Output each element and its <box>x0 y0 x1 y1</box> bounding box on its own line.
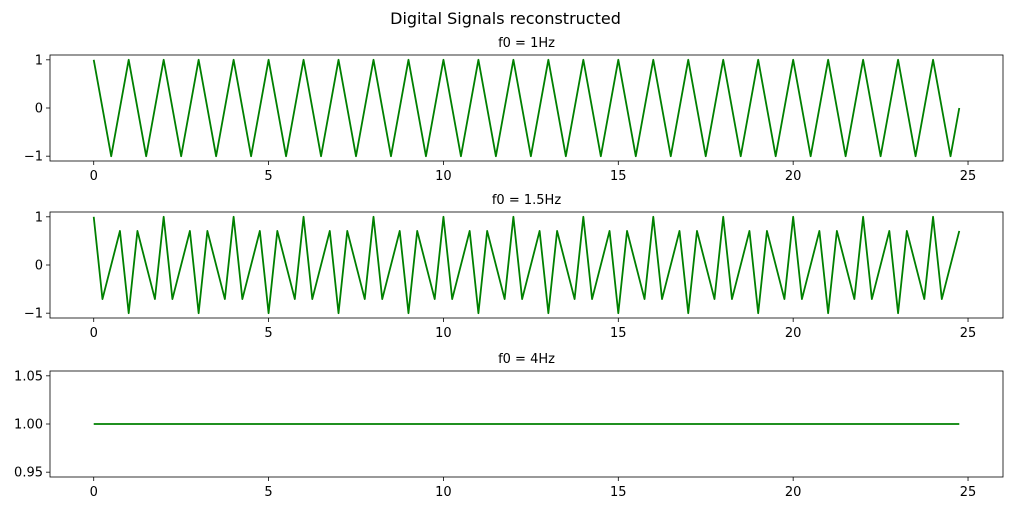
x-tick-label: 15 <box>610 485 627 500</box>
x-tick-label: 20 <box>785 485 802 500</box>
x-tick-label: 25 <box>960 169 977 184</box>
axes-frame <box>49 54 1004 162</box>
x-tick-label: 0 <box>90 485 98 500</box>
x-tick-label: 5 <box>264 485 272 500</box>
series-line-1 <box>92 58 961 158</box>
x-tick-label: 20 <box>785 169 802 184</box>
x-tick-label: 0 <box>90 326 98 341</box>
x-tick-label: 10 <box>435 169 452 184</box>
series-line-1 <box>92 215 961 315</box>
y-tick-label: 1.00 <box>14 418 43 433</box>
y-tick-label: 0 <box>35 102 43 117</box>
subplot-title: f0 = 4Hz <box>498 352 555 367</box>
x-tick-label: 15 <box>610 326 627 341</box>
x-tick-label: 10 <box>435 326 452 341</box>
subplot-title: f0 = 1Hz <box>498 36 555 51</box>
x-tick-label: 25 <box>960 326 977 341</box>
y-tick-label: −1 <box>24 307 43 322</box>
y-tick-label: 1.05 <box>14 369 43 384</box>
x-tick-label: 5 <box>264 326 272 341</box>
x-tick-label: 15 <box>610 169 627 184</box>
y-tick-label: 1 <box>35 210 43 225</box>
x-tick-label: 5 <box>264 169 272 184</box>
y-tick-label: 1 <box>35 53 43 68</box>
y-tick-label: 0 <box>35 259 43 274</box>
y-tick-label: 0.95 <box>14 466 43 481</box>
x-tick-label: 10 <box>435 485 452 500</box>
subplot-3: f0 = 4Hz 0 5 10 15 20 25 0.95 1.00 1.05 <box>14 352 1004 500</box>
subplot-title: f0 = 1.5Hz <box>492 193 561 208</box>
x-tick-label: 20 <box>785 326 802 341</box>
subplot-2: f0 = 1.5Hz 0 5 10 15 20 25 −1 0 1 <box>24 193 1004 341</box>
subplot-1: f0 = 1Hz 0 5 10 15 20 25 −1 0 1 <box>24 36 1004 184</box>
x-tick-label: 0 <box>90 169 98 184</box>
figure-title: Digital Signals reconstructed <box>390 9 621 28</box>
x-tick-label: 25 <box>960 485 977 500</box>
y-tick-label: −1 <box>24 150 43 165</box>
